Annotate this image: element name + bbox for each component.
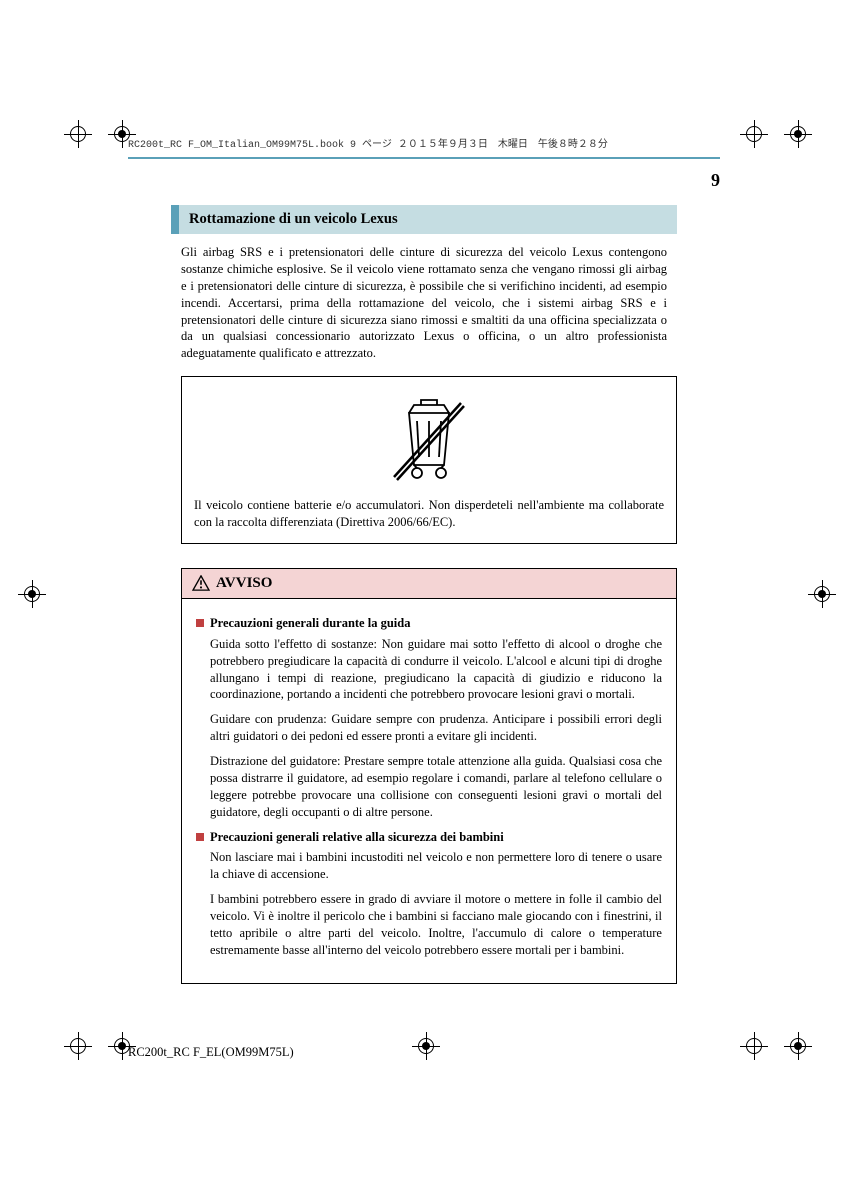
section-heading: Rottamazione di un veicolo Lexus <box>171 205 677 234</box>
section-body-text: Gli airbag SRS e i pretensionatori delle… <box>171 244 677 362</box>
page-frame: RC200t_RC F_OM_Italian_OM99M75L.book 9 ペ… <box>128 135 720 1060</box>
footer-text: RC200t_RC F_EL(OM99M75L) <box>128 1045 294 1060</box>
cropmark-icon <box>64 120 92 148</box>
warning-paragraph: Guida sotto l'effetto di sostanze: Non g… <box>196 636 662 704</box>
warning-paragraph: I bambini potrebbero essere in grado di … <box>196 891 662 959</box>
warning-title: AVVISO <box>216 575 272 592</box>
cropmark-icon <box>808 580 836 608</box>
cropmark-icon <box>740 120 768 148</box>
warning-box: AVVISO Precauzioni generali durante la g… <box>181 568 677 984</box>
warning-body: Precauzioni generali durante la guida Gu… <box>182 599 676 983</box>
top-horizontal-rule <box>128 157 720 159</box>
page-number: 9 <box>711 170 720 191</box>
warning-paragraph: Distrazione del guidatore: Prestare semp… <box>196 753 662 821</box>
cropmark-icon <box>64 1032 92 1060</box>
warning-header: AVVISO <box>182 569 676 599</box>
illustration-box: Il veicolo contiene batterie e/o accumul… <box>181 376 677 544</box>
warning-paragraph: Guidare con prudenza: Guidare sempre con… <box>196 711 662 745</box>
warning-bullet-heading-1: Precauzioni generali durante la guida <box>196 615 662 632</box>
cropmark-icon <box>784 120 812 148</box>
illustration-caption: Il veicolo contiene batterie e/o accumul… <box>194 497 664 531</box>
weee-bin-icon <box>379 395 479 485</box>
cropmark-icon <box>784 1032 812 1060</box>
warning-triangle-icon <box>192 575 210 591</box>
cropmark-icon <box>18 580 46 608</box>
header-meta-text: RC200t_RC F_OM_Italian_OM99M75L.book 9 ペ… <box>128 135 608 151</box>
warning-bullet-heading-2: Precauzioni generali relative alla sicur… <box>196 829 662 846</box>
warning-paragraph: Non lasciare mai i bambini incustoditi n… <box>196 849 662 883</box>
cropmark-icon <box>740 1032 768 1060</box>
content-area: Rottamazione di un veicolo Lexus Gli air… <box>171 205 677 984</box>
